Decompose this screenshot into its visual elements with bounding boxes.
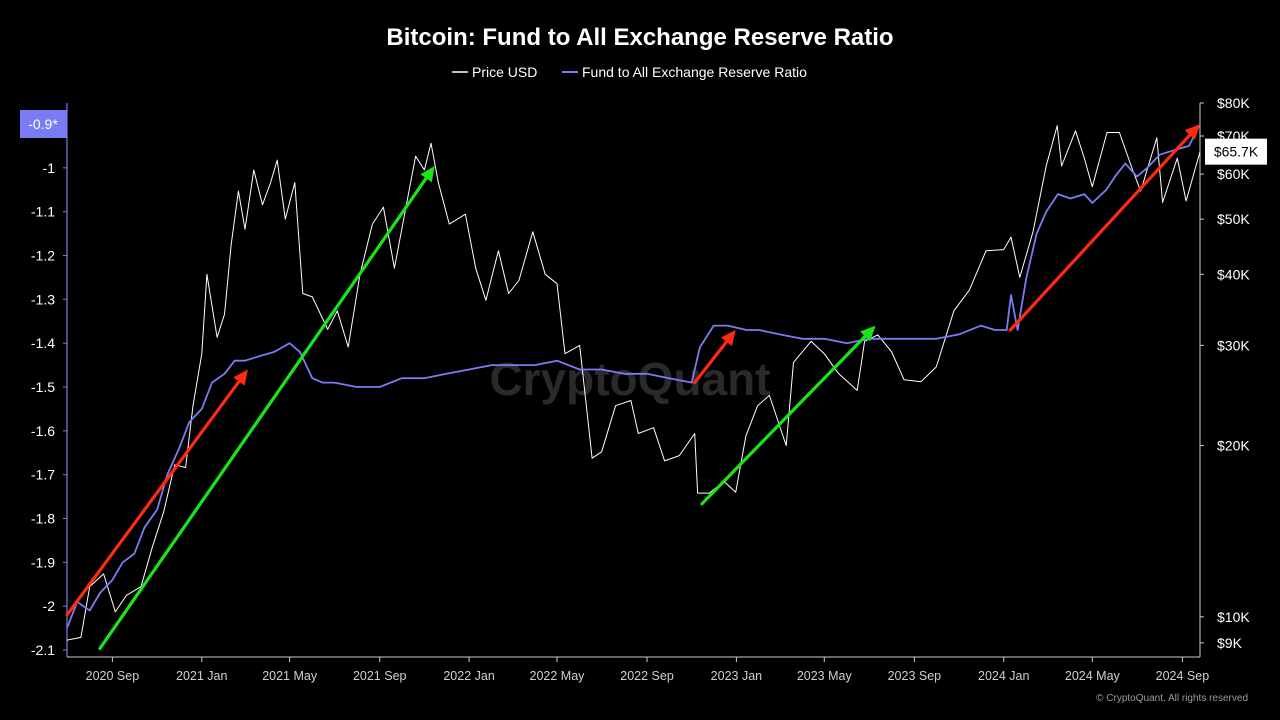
left-tick-label: -1.7 <box>31 467 55 483</box>
chart-title: Bitcoin: Fund to All Exchange Reserve Ra… <box>386 24 893 51</box>
left-tick-label: -1.6 <box>31 423 55 439</box>
left-tick-label: -1.3 <box>31 291 55 307</box>
left-tick-label: -1 <box>43 160 56 176</box>
right-tick-label: $60K <box>1217 166 1250 182</box>
trend-arrow-shaft <box>98 176 428 651</box>
trend-arrow-head <box>1184 124 1200 140</box>
x-tick-label: 2022 Sep <box>620 669 674 683</box>
x-tick-label: 2020 Sep <box>86 669 140 683</box>
trend-arrow-head <box>720 330 736 347</box>
right-tick-label: $9K <box>1217 635 1243 651</box>
left-tick-label: -2 <box>43 598 56 614</box>
right-tick-label: $80K <box>1217 95 1250 111</box>
left-current-value-label: -0.9* <box>28 116 58 132</box>
trend-arrow-head <box>420 165 435 183</box>
x-tick-label: 2023 Jan <box>711 669 762 683</box>
x-tick-label: 2021 May <box>262 669 318 683</box>
right-current-value-label: $65.7K <box>1214 144 1259 160</box>
left-tick-label: -1.8 <box>31 511 55 527</box>
legend: Price USD Fund to All Exchange Reserve R… <box>452 64 807 80</box>
trend-arrow-shaft <box>700 334 867 506</box>
trend-arrow <box>1008 124 1200 332</box>
trend-arrow-head <box>233 369 248 386</box>
annotation-arrows <box>65 124 1200 651</box>
reserve-ratio-line <box>66 123 1201 629</box>
trend-arrow-head <box>860 325 876 342</box>
x-tick-label: 2021 Sep <box>353 669 407 683</box>
left-tick-label: -1.1 <box>31 204 55 220</box>
right-tick-label: $20K <box>1217 438 1250 454</box>
x-tick-label: 2022 Jan <box>443 669 494 683</box>
left-tick-label: -1.5 <box>31 379 55 395</box>
left-tick-label: -1.2 <box>31 248 55 264</box>
axes: -1 -1.1 -1.2 -1.3 -1.4 -1.5 -1.6 -1.7 -1.8 -1.9 -2… <box>31 95 1250 683</box>
right-tick-label: $40K <box>1217 266 1250 282</box>
right-current-value-box <box>1205 138 1267 165</box>
trend-arrow <box>65 369 248 617</box>
x-tick-label: 2023 May <box>797 669 853 683</box>
trend-arrow <box>98 165 435 651</box>
copyright: © CryptoQuant. All rights reserved <box>1096 693 1248 704</box>
trend-arrow <box>700 325 876 506</box>
trend-arrow-shaft <box>693 340 729 385</box>
x-tick-label: 2023 Sep <box>888 669 942 683</box>
left-current-value-box <box>20 110 67 138</box>
price-usd-line <box>66 125 1201 641</box>
trend-arrow-shaft <box>1008 133 1192 332</box>
left-tick-label: -1.4 <box>31 335 55 351</box>
watermark: CryptoQuant <box>489 353 770 405</box>
x-tick-label: 2024 Sep <box>1156 669 1210 683</box>
trend-arrow-shaft <box>65 379 241 617</box>
legend-price-label: Price USD <box>472 64 537 80</box>
trend-arrow <box>693 330 736 385</box>
left-tick-label: -2.1 <box>31 642 55 658</box>
left-tick-label: -1.9 <box>31 554 55 570</box>
right-tick-label: $50K <box>1217 211 1250 227</box>
right-tick-label: $10K <box>1217 609 1250 625</box>
x-tick-label: 2024 Jan <box>978 669 1029 683</box>
x-tick-label: 2021 Jan <box>176 669 227 683</box>
x-tick-label: 2022 May <box>530 669 586 683</box>
series-layer <box>66 123 1201 641</box>
legend-ratio-label: Fund to All Exchange Reserve Ratio <box>582 64 807 80</box>
x-tick-label: 2024 May <box>1065 669 1121 683</box>
current-value-labels: -0.9* $65.7K <box>20 110 1267 165</box>
right-tick-label: $30K <box>1217 337 1250 353</box>
